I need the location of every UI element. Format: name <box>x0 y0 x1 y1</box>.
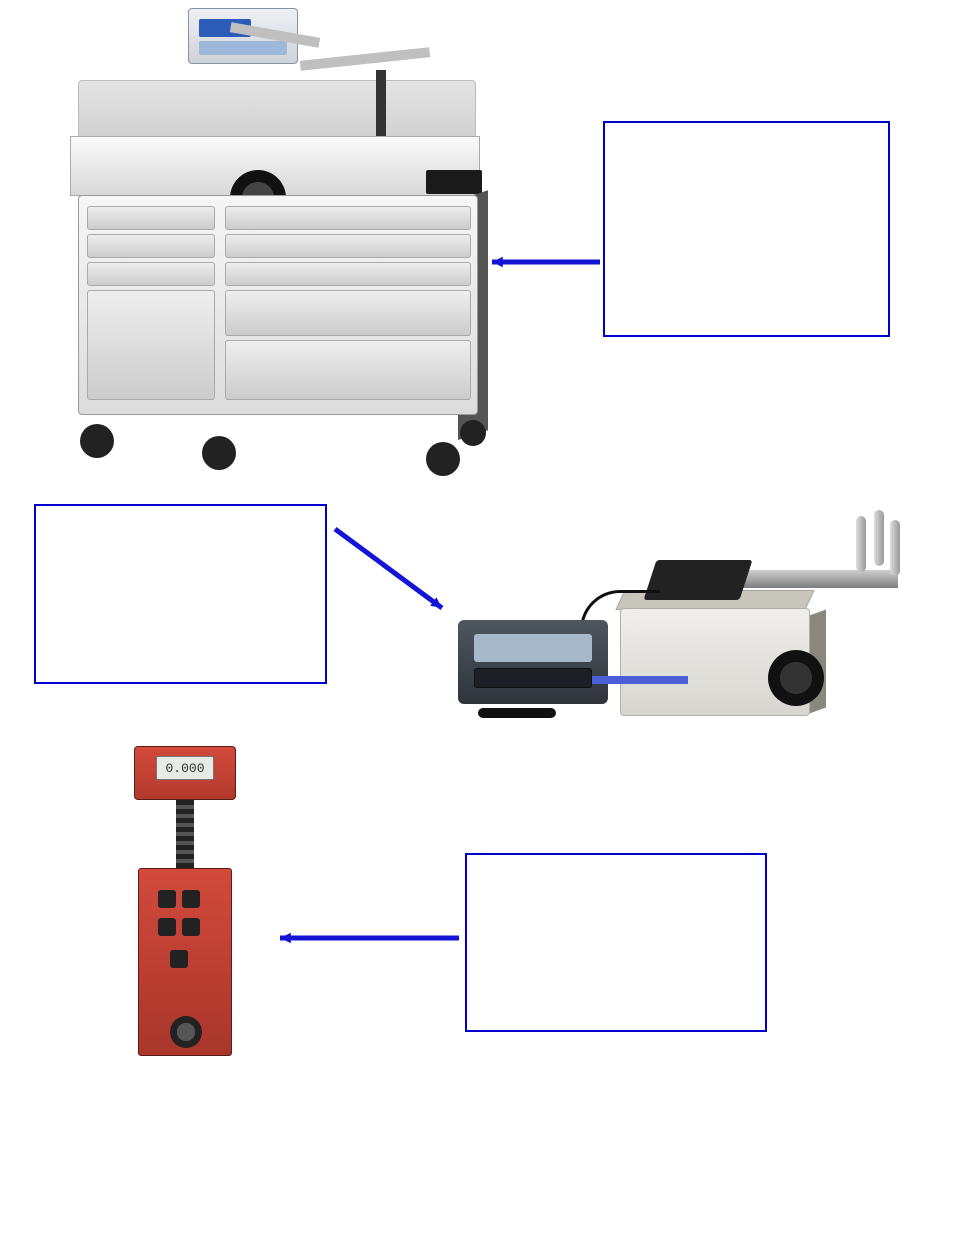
handheld-control-knob <box>170 950 188 968</box>
workstation-drawer <box>87 206 215 230</box>
calibration-workstation-image <box>30 0 480 480</box>
handheld-control-knob <box>182 918 200 936</box>
handheld-threaded-stem <box>176 800 194 870</box>
handheld-lcd: 0.000 <box>156 756 214 780</box>
handheld-control-knob <box>182 890 200 908</box>
workstation-drawer <box>225 290 471 336</box>
handheld-callout-box <box>465 853 767 1032</box>
benchtop-digital-meter <box>458 620 608 704</box>
handheld-transducer-socket <box>170 1016 202 1048</box>
workstation-drawer <box>225 262 471 286</box>
workstation-caster <box>460 420 486 446</box>
workstation-vertical-post <box>376 70 386 140</box>
handheld-control-knob <box>158 918 176 936</box>
workstation-caster <box>426 442 460 476</box>
benchtop-handwheel <box>768 650 824 706</box>
benchtop-calibration-system-image <box>440 500 910 740</box>
workstation-side-tray <box>426 170 482 194</box>
workstation-callout-box <box>603 121 890 337</box>
benchtop-tool-handle <box>478 708 556 718</box>
workstation-drawer <box>87 262 215 286</box>
handheld-torque-tester-image: 0.000 <box>120 740 250 1080</box>
workstation-drawer <box>87 234 215 258</box>
handheld-control-knob <box>158 890 176 908</box>
workstation-arm-segment <box>300 47 430 71</box>
workstation-caster <box>202 436 236 470</box>
workstation-drawer-large <box>225 340 471 400</box>
workstation-caster <box>80 424 114 458</box>
benchtop-callout-box <box>34 504 327 684</box>
benchtop-fixture-post <box>850 510 904 580</box>
workstation-drawer <box>225 206 471 230</box>
workstation-cabinet <box>78 195 478 415</box>
workstation-drawer-large <box>87 290 215 400</box>
workstation-drawer <box>225 234 471 258</box>
